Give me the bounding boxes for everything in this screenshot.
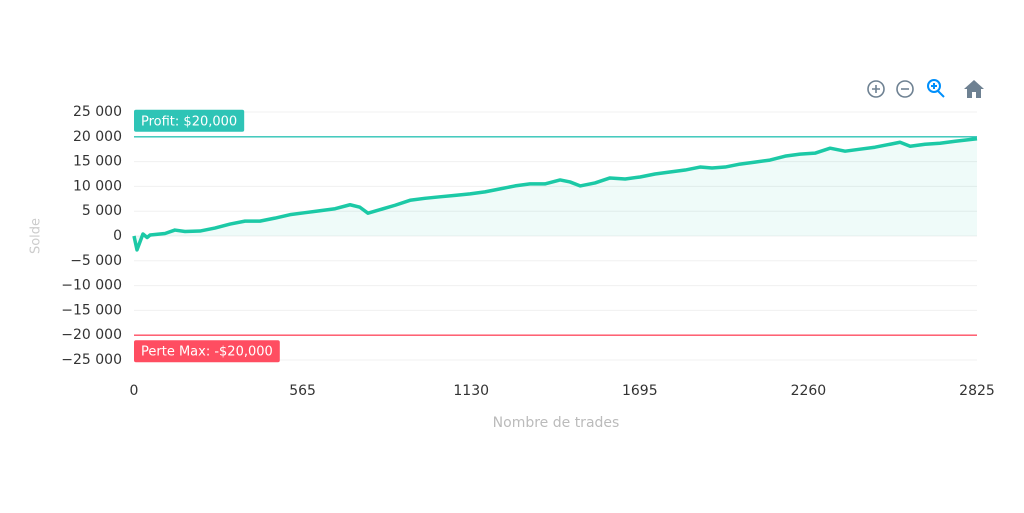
x-tick-label: 2260 xyxy=(791,383,827,399)
y-tick-label: 25 000 xyxy=(73,104,122,120)
y-tick-label: 10 000 xyxy=(73,178,122,194)
y-tick-label: 20 000 xyxy=(73,129,122,145)
line xyxy=(132,137,978,252)
zoom-in-button[interactable] xyxy=(867,80,885,98)
toolbar xyxy=(867,79,984,98)
y-tick-label: −20 000 xyxy=(61,327,122,343)
x-tick-label: 565 xyxy=(289,383,316,399)
zoom-out-button[interactable] xyxy=(896,80,914,98)
y-tick-label: −10 000 xyxy=(61,278,122,294)
y-tick-label: −5 000 xyxy=(70,253,122,269)
y-tick-label: 0 xyxy=(113,228,122,244)
y-tick-label: 15 000 xyxy=(73,154,122,170)
annotation-label: Profit: $20,000 xyxy=(141,114,237,129)
x-axis-title: Nombre de trades xyxy=(493,415,620,431)
annotation-label-bg xyxy=(134,109,245,132)
x-tick-label: 1695 xyxy=(622,383,658,399)
y-tick-label: 5 000 xyxy=(82,203,122,219)
x-tick-label: 0 xyxy=(130,383,139,399)
annotation-label: Perte Max: -$20,000 xyxy=(141,345,273,360)
x-tick-label: 1130 xyxy=(453,383,489,399)
y-tick-label: −15 000 xyxy=(61,302,122,318)
x-tick-label: 2825 xyxy=(959,383,995,399)
zoom-select-button[interactable] xyxy=(927,79,945,98)
annotation-label-bg xyxy=(134,340,280,363)
y-axis-title: Solde xyxy=(29,218,44,254)
y-tick-label: −25 000 xyxy=(61,352,122,368)
area xyxy=(134,138,977,250)
reset-button[interactable] xyxy=(964,80,984,98)
